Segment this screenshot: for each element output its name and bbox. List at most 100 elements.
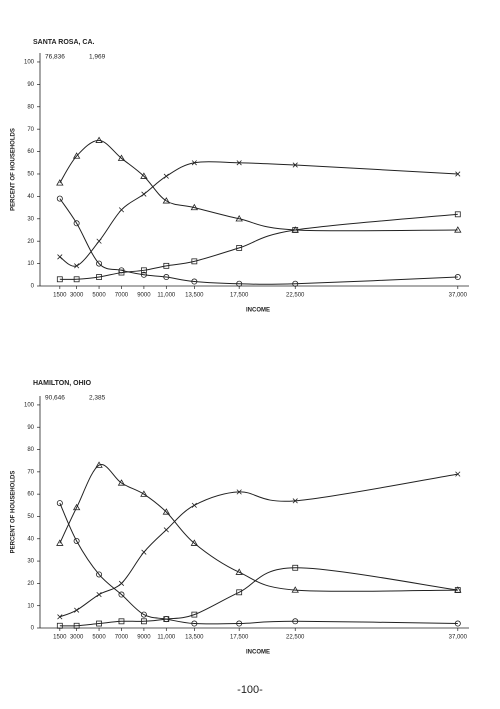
marker-x: [57, 614, 63, 620]
x-tick-label: 5000: [92, 635, 106, 641]
y-axis-label: PERCENT OF HOUSEHOLDS: [11, 471, 17, 554]
marker-square: [140, 618, 147, 625]
x-tick-label: 22,500: [286, 635, 305, 641]
marker-circle: [73, 538, 80, 545]
marker-triangle: [162, 508, 171, 515]
y-tick-label: 60: [27, 492, 34, 498]
marker-square: [454, 587, 461, 593]
marker-circle: [191, 278, 198, 285]
y-tick-label: 40: [27, 536, 34, 542]
x-tick-label: 13,500: [185, 293, 204, 299]
marker-x: [236, 489, 242, 495]
marker-triangle: [117, 154, 126, 161]
chart-title: SANTA ROSA, CA.: [33, 39, 95, 46]
marker-triangle: [117, 479, 126, 486]
marker-x: [191, 502, 197, 508]
y-tick-label: 20: [27, 239, 34, 245]
x-tick-label: 7000: [115, 293, 129, 299]
marker-x: [191, 160, 197, 166]
y-axis-label: PERCENT OF HOUSEHOLDS: [11, 128, 17, 211]
page-number: -100-: [237, 684, 263, 696]
marker-circle: [140, 271, 147, 278]
marker-x: [163, 527, 169, 533]
series-curve: [59, 464, 458, 592]
x-axis-label: INCOME: [246, 650, 270, 656]
subtitle: 1,969: [89, 54, 106, 61]
marker-square: [236, 245, 243, 251]
marker-x: [118, 580, 125, 586]
marker-square: [191, 258, 198, 265]
subtitle: 90,646: [45, 395, 65, 402]
marker-triangle: [291, 586, 299, 593]
marker-triangle: [56, 179, 64, 186]
y-tick-label: 50: [27, 514, 34, 520]
marker-square: [73, 276, 80, 283]
marker-triangle: [56, 539, 64, 546]
x-tick-label: 1500: [53, 635, 67, 641]
marker-triangle: [72, 152, 81, 159]
marker-x: [118, 207, 125, 213]
y-tick-label: 100: [24, 403, 35, 409]
marker-square: [56, 622, 63, 629]
marker-triangle: [190, 539, 199, 546]
marker-circle: [96, 260, 103, 267]
marker-circle: [56, 195, 63, 202]
marker-x: [74, 607, 80, 613]
x-tick-label: 13,500: [185, 635, 204, 641]
x-tick-label: 9000: [137, 293, 151, 299]
marker-x: [163, 173, 169, 179]
marker-square: [96, 620, 102, 627]
x-tick-label: 7000: [115, 635, 129, 641]
y-tick-label: 80: [27, 447, 34, 453]
marker-x: [74, 263, 80, 269]
marker-circle: [191, 620, 198, 627]
marker-triangle: [235, 214, 243, 222]
y-tick-label: 100: [24, 60, 35, 66]
x-axis-label: INCOME: [246, 308, 270, 314]
marker-square: [96, 274, 102, 280]
marker-x: [141, 191, 147, 197]
x-tick-label: 1500: [53, 293, 67, 299]
marker-triangle: [162, 197, 171, 204]
x-tick-label: 3000: [70, 635, 84, 641]
y-tick-label: 50: [27, 172, 34, 178]
subtitle: 76,836: [45, 54, 65, 61]
y-tick-label: 70: [27, 469, 34, 475]
x-tick-label: 11,000: [157, 635, 176, 641]
marker-x: [236, 160, 242, 166]
marker-triangle: [190, 203, 199, 211]
marker-circle: [236, 620, 243, 627]
y-tick-label: 90: [27, 425, 34, 431]
x-tick-label: 17,500: [230, 635, 249, 641]
marker-square: [73, 622, 80, 629]
marker-x: [455, 471, 461, 477]
x-tick-label: 3000: [70, 293, 84, 299]
marker-triangle: [95, 136, 103, 143]
series-curve: [59, 213, 458, 280]
x-tick-label: 17,500: [230, 293, 249, 299]
chart-title: HAMILTON, OHIO: [33, 380, 92, 387]
y-tick-label: 0: [31, 284, 35, 290]
x-tick-label: 37,000: [449, 293, 468, 299]
marker-triangle: [140, 172, 148, 179]
marker-triangle: [95, 461, 103, 468]
marker-square: [292, 227, 299, 233]
series-curve: [59, 567, 458, 627]
marker-circle: [163, 274, 170, 281]
series-curve: [59, 502, 458, 625]
marker-circle: [292, 280, 299, 287]
x-tick-label: 22,500: [286, 293, 305, 299]
x-tick-label: 9000: [137, 635, 151, 641]
marker-square: [118, 618, 125, 625]
series-curve: [59, 198, 458, 285]
marker-circle: [236, 280, 243, 287]
marker-triangle: [140, 490, 148, 497]
marker-circle: [454, 620, 461, 627]
y-tick-label: 30: [27, 559, 34, 565]
y-tick-label: 40: [27, 194, 34, 200]
marker-triangle: [72, 503, 81, 511]
marker-x: [96, 238, 102, 244]
